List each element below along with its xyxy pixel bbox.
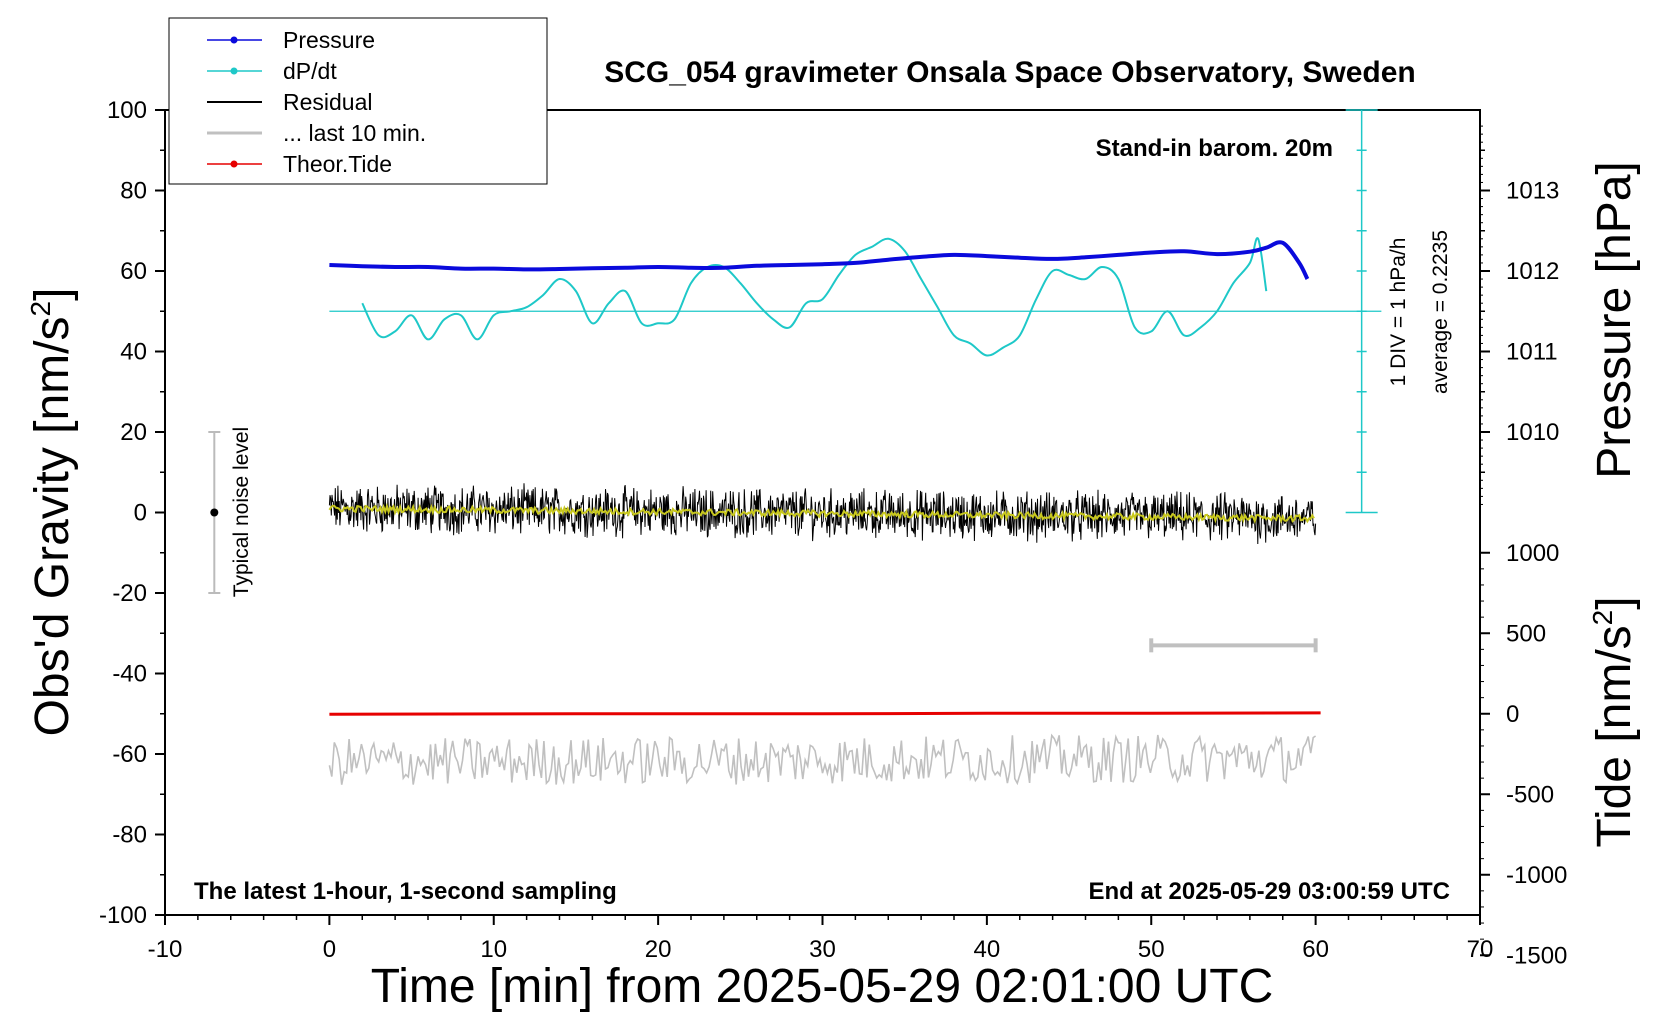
tide-tick-label: 1000 xyxy=(1506,540,1559,567)
y-axis-title-tide-main: Tide [nm/s xyxy=(1588,625,1641,847)
y-axis-title-pressure: Pressure [hPa] xyxy=(1588,161,1641,478)
x-tick-label: 0 xyxy=(323,936,336,963)
y-tick-label: 60 xyxy=(120,258,147,285)
tide-tick-label: 0 xyxy=(1506,701,1519,728)
residual-smoothed-series xyxy=(328,502,1315,524)
y-axis-title-left-main: Obs'd Gravity [nm/s xyxy=(26,316,79,736)
last10-line xyxy=(328,733,1317,786)
tide-tick-label: -1000 xyxy=(1506,862,1567,889)
y-tick-label: 0 xyxy=(134,500,147,527)
latest-note: The latest 1-hour, 1-second sampling xyxy=(194,878,617,905)
y-tick-label: 20 xyxy=(120,419,147,446)
noise-bar-center xyxy=(210,508,219,517)
pressure-tick-label: 1011 xyxy=(1506,339,1558,366)
x-tick-label: -10 xyxy=(148,936,183,963)
y-tick-label: 40 xyxy=(120,339,147,366)
y-tick-label: -80 xyxy=(112,822,147,849)
legend: Pressure dP/dt Residual ... last 10 min.… xyxy=(168,17,548,185)
dpdt-series xyxy=(361,237,1268,357)
x-tick-label: 50 xyxy=(1138,936,1165,963)
tide-tick-label: -500 xyxy=(1506,781,1554,808)
x-axis-title: Time [min] from 2025-05-29 02:01:00 UTC xyxy=(371,960,1274,1013)
residual-series xyxy=(328,483,1317,545)
chart-annotations xyxy=(208,431,1318,653)
noise-label: Typical noise level xyxy=(230,427,253,597)
legend-label-pressure: Pressure xyxy=(283,27,375,53)
y-tick-label: 100 xyxy=(107,97,147,124)
tide-line xyxy=(329,711,1321,716)
y-axis-title-tide-sup: 2 xyxy=(1587,610,1618,626)
pressure-tick-label: 1013 xyxy=(1506,178,1559,205)
tide-tick-label: 500 xyxy=(1506,620,1546,647)
y-axis-title-tide-close: ] xyxy=(1588,596,1641,609)
chart-title: SCG_054 gravimeter Onsala Space Observat… xyxy=(604,56,1416,89)
y-tick-label: -100 xyxy=(99,902,147,929)
legend-label-last10: ... last 10 min. xyxy=(283,120,426,146)
pressure-line xyxy=(329,240,1310,280)
x-tick-label: 30 xyxy=(809,936,836,963)
tide-series xyxy=(329,711,1321,716)
legend-label-dpdt: dP/dt xyxy=(283,58,337,84)
x-tick-label: 70 xyxy=(1467,936,1494,963)
legend-marker-dpdt xyxy=(230,67,238,75)
pressure-series xyxy=(329,240,1310,280)
pressure-tick-label: 1010 xyxy=(1506,419,1559,446)
legend-marker-tide xyxy=(230,160,238,168)
x-axis-ticks: -10 0 10 20 30 40 50 60 70 xyxy=(148,915,1494,963)
barometer-note: Stand-in barom. 20m xyxy=(1096,135,1333,162)
pressure-tick-label: 1012 xyxy=(1506,258,1559,285)
y-axis-title-tide: Tide [nm/s2] xyxy=(1587,596,1641,847)
y-axis-ticks: 100 80 60 40 20 0 -20 -40 -60 -80 -100 xyxy=(99,97,165,929)
legend-label-tide: Theor.Tide xyxy=(283,151,392,177)
last10-series xyxy=(328,733,1317,786)
x-tick-label: 40 xyxy=(974,936,1001,963)
pressure-axis-ticks: 1013 1012 1011 1010 xyxy=(1480,125,1559,505)
div-label: 1 DIV = 1 hPa/h xyxy=(1387,238,1410,387)
average-label: average = 0.2235 xyxy=(1429,230,1452,394)
x-tick-label: 60 xyxy=(1302,936,1329,963)
y-axis-title-left: Obs'd Gravity [nm/s2] xyxy=(25,288,79,737)
end-note: End at 2025-05-29 03:00:59 UTC xyxy=(1089,878,1451,905)
tide-tick-label: -1500 xyxy=(1506,942,1567,969)
y-tick-label: -40 xyxy=(112,661,147,688)
legend-marker-pressure xyxy=(230,36,238,44)
residual-smoothed-line xyxy=(328,502,1315,524)
x-tick-label: 10 xyxy=(480,936,507,963)
y-tick-label: -20 xyxy=(112,580,147,607)
y-axis-title-left-sup: 2 xyxy=(25,301,56,317)
tide-axis-ticks: 1000 500 0 -500 -1000 -1500 xyxy=(1480,540,1567,969)
dpdt-line xyxy=(361,237,1268,357)
y-axis-title-left-close: ] xyxy=(26,288,79,301)
residual-line xyxy=(328,483,1317,545)
legend-label-residual: Residual xyxy=(283,89,373,115)
y-tick-label: 80 xyxy=(120,178,147,205)
x-tick-label: 20 xyxy=(645,936,672,963)
y-tick-label: -60 xyxy=(112,741,147,768)
